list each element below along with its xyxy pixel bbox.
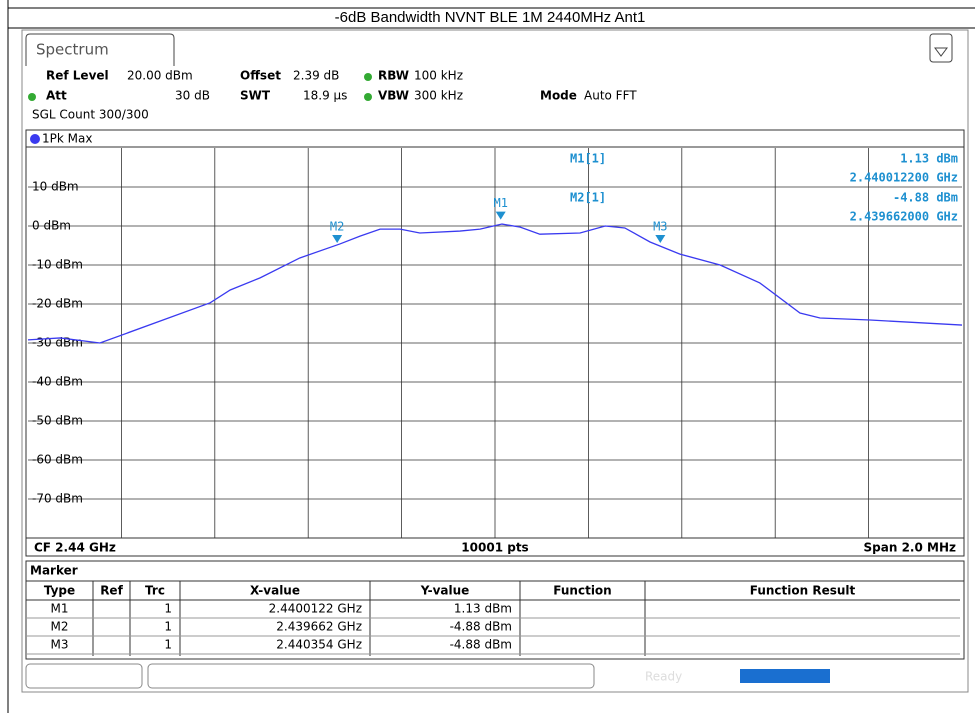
table-cell: 2.439662 GHz — [276, 620, 362, 634]
readout-level: -4.88 dBm — [893, 191, 958, 205]
cf: CF 2.44 GHz — [34, 541, 116, 555]
trace-indicator — [30, 134, 40, 144]
marker-table: Marker Type Ref Trc X-value Y-value Function F… — [25, 560, 965, 660]
readout-freq: 2.439662000 GHz — [850, 210, 958, 224]
table-header: X-value — [250, 584, 300, 598]
label: Mode — [540, 89, 577, 103]
table-header: Y-value — [420, 584, 470, 598]
y-tick-label: -40 dBm — [32, 375, 83, 389]
label: Att — [46, 89, 67, 103]
y-tick-label: 0 dBm — [32, 219, 71, 233]
label: RBW — [378, 69, 409, 83]
span: Span 2.0 MHz — [864, 541, 956, 555]
table-cell: 1 — [164, 620, 172, 634]
table-cell: 1 — [164, 602, 172, 616]
table-header: Trc — [145, 584, 165, 598]
marker-label: M1 — [493, 196, 507, 210]
label: Offset — [240, 69, 281, 83]
table-frame — [25, 560, 965, 660]
table-cell: 1.13 dBm — [454, 602, 512, 616]
label: Ref Level — [46, 69, 109, 83]
marker-label: M2 — [330, 220, 344, 234]
value: Auto FFT — [584, 89, 637, 103]
readout-freq: 2.440012200 GHz — [850, 171, 958, 185]
marker — [655, 235, 666, 244]
indicator — [28, 93, 36, 101]
table-header: Function — [553, 584, 611, 598]
readout-name: M2[1] — [570, 191, 606, 205]
plot-frame — [25, 129, 965, 557]
softkey[interactable] — [25, 663, 143, 689]
table-cell: 1 — [164, 638, 172, 652]
indicator — [364, 93, 372, 101]
readout-level: 1.13 dBm — [900, 152, 958, 166]
value: 100 kHz — [414, 69, 463, 83]
indicator — [364, 73, 372, 81]
trace — [27, 223, 963, 344]
table-cell: M3 — [51, 638, 69, 652]
label: VBW — [378, 89, 409, 103]
table-cell: 2.440354 GHz — [276, 638, 362, 652]
table-cell: 2.4400122 GHz — [269, 602, 362, 616]
page-title: -6dB Bandwidth NVNT BLE 1M 2440MHz Ant1 — [335, 9, 646, 26]
marker — [332, 235, 343, 244]
y-tick-label: 10 dBm — [32, 180, 79, 194]
marker — [495, 211, 506, 220]
value: 18.9 µs — [303, 89, 347, 103]
table-header: Type — [44, 584, 75, 598]
trace-label: 1Pk Max — [42, 132, 92, 146]
table-title: Marker — [30, 564, 78, 578]
value: 30 dB — [175, 89, 210, 103]
y-tick-label: -50 dBm — [32, 414, 83, 428]
table-cell: -4.88 dBm — [450, 638, 512, 652]
table-cell: M1 — [51, 602, 69, 616]
status-field — [147, 663, 595, 689]
status: Ready — [645, 670, 682, 684]
value: 300 kHz — [414, 89, 463, 103]
y-tick-label: -60 dBm — [32, 453, 83, 467]
table-header: Ref — [100, 584, 123, 598]
sgl-count: SGL Count 300/300 — [32, 108, 149, 122]
menu-icon — [934, 47, 948, 57]
label: SWT — [240, 89, 271, 103]
table-cell: -4.88 dBm — [450, 620, 512, 634]
tab[interactable] — [25, 33, 175, 66]
value: 2.39 dB — [293, 69, 339, 83]
value: 20.00 dBm — [127, 69, 193, 83]
y-tick-label: -20 dBm — [32, 297, 83, 311]
progress — [740, 669, 830, 683]
y-tick-label: -10 dBm — [32, 258, 83, 272]
marker-label: M3 — [653, 220, 667, 234]
settings: Ref Level 20.00 dBm Offset 2.39 dB RBW 1… — [28, 69, 637, 122]
table-cell: M2 — [51, 620, 69, 634]
tab-label[interactable]: Spectrum — [36, 41, 109, 59]
points: 10001 pts — [461, 541, 528, 555]
table-header: Function Result — [750, 584, 856, 598]
readout-name: M1[1] — [570, 152, 606, 166]
y-tick-label: -70 dBm — [32, 492, 83, 506]
